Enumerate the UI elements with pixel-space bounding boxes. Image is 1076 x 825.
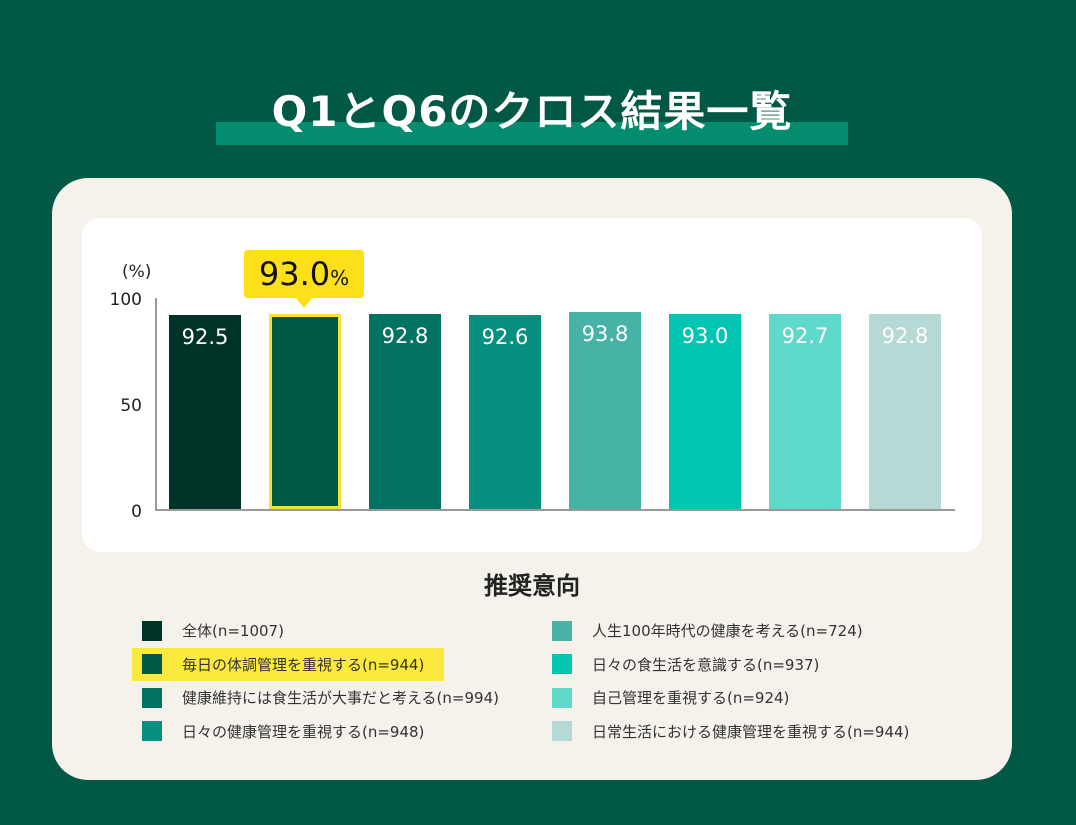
x-axis-line [155,509,955,511]
bar-value-label: 92.8 [381,324,429,349]
legend-swatch [552,620,572,641]
bar-1 [269,313,341,509]
legend-label: 健康維持には食生活が大事だと考える(n=994) [182,689,499,708]
y-axis-unit: (%) [122,262,152,282]
bar-7: 92.8 [869,314,941,509]
legend-item: 日々の健康管理を重視する(n=948) [132,715,499,749]
bar-value-label: 92.7 [781,324,829,349]
legend-title: 推奨意向 [484,572,580,600]
legend-swatch [142,620,162,641]
y-tick-0: 0 [131,502,142,522]
content-card: (%) 100 50 0 92.5 92.8 92.6 93.8 93.0 92.7 92.… [52,178,1012,780]
legend-item: 全体(n=1007) [132,614,499,648]
y-tick-100: 100 [109,290,142,310]
legend-label: 毎日の体調管理を重視する(n=944) [182,655,425,674]
legend-label: 日常生活における健康管理を重視する(n=944) [592,722,910,741]
callout-value: 93.0 [258,255,331,293]
y-axis-line [155,298,157,511]
highlight-callout: 93.0% [244,250,364,308]
legend-swatch [552,687,572,708]
title-block: Q1とQ6のクロス結果一覧 [216,82,848,146]
legend-label: 日々の食生活を意識する(n=937) [592,655,820,674]
legend-item: 自己管理を重視する(n=924) [542,681,909,715]
callout-unit: % [330,266,350,290]
bar-6: 92.7 [769,314,841,509]
chart-panel: (%) 100 50 0 92.5 92.8 92.6 93.8 93.0 92.7 92.… [82,218,982,552]
legend-swatch [142,721,162,742]
legend-label: 自己管理を重視する(n=924) [592,689,790,708]
bar-5: 93.0 [669,313,741,509]
bar-value-label: 92.8 [881,324,929,349]
y-tick-50: 50 [120,396,142,416]
title-underline-band [216,122,848,145]
legend-column-right: 人生100年時代の健康を考える(n=724) 日々の食生活を意識する(n=937)… [542,614,909,748]
legend-swatch [142,687,162,708]
legend-column-left: 全体(n=1007) 毎日の体調管理を重視する(n=944) 健康維持には食生活が大… [132,614,499,748]
bar-value-label: 93.0 [681,323,729,348]
legend-item: 日々の食生活を意識する(n=937) [542,648,909,682]
bar-value-label: 92.6 [481,324,529,349]
bar-value-label: 93.8 [581,322,629,347]
bar-2: 92.8 [369,314,441,509]
legend-label: 全体(n=1007) [182,622,284,641]
bar-4: 93.8 [569,312,641,509]
legend-label: 日々の健康管理を重視する(n=948) [182,722,425,741]
bar-3: 92.6 [469,314,541,509]
legend-label: 人生100年時代の健康を考える(n=724) [592,622,863,641]
legend-swatch [552,654,572,675]
legend-item: 毎日の体調管理を重視する(n=944) [132,647,444,681]
legend-swatch [142,654,162,675]
legend-item: 健康維持には食生活が大事だと考える(n=994) [132,681,499,715]
page-title: Q1とQ6のクロス結果一覧 [271,87,793,136]
bar-value-label: 92.5 [181,324,229,349]
legend-item: 日常生活における健康管理を重視する(n=944) [542,715,909,749]
legend-swatch [552,721,572,742]
legend-item: 人生100年時代の健康を考える(n=724) [542,614,909,648]
bar-0: 92.5 [169,314,241,509]
